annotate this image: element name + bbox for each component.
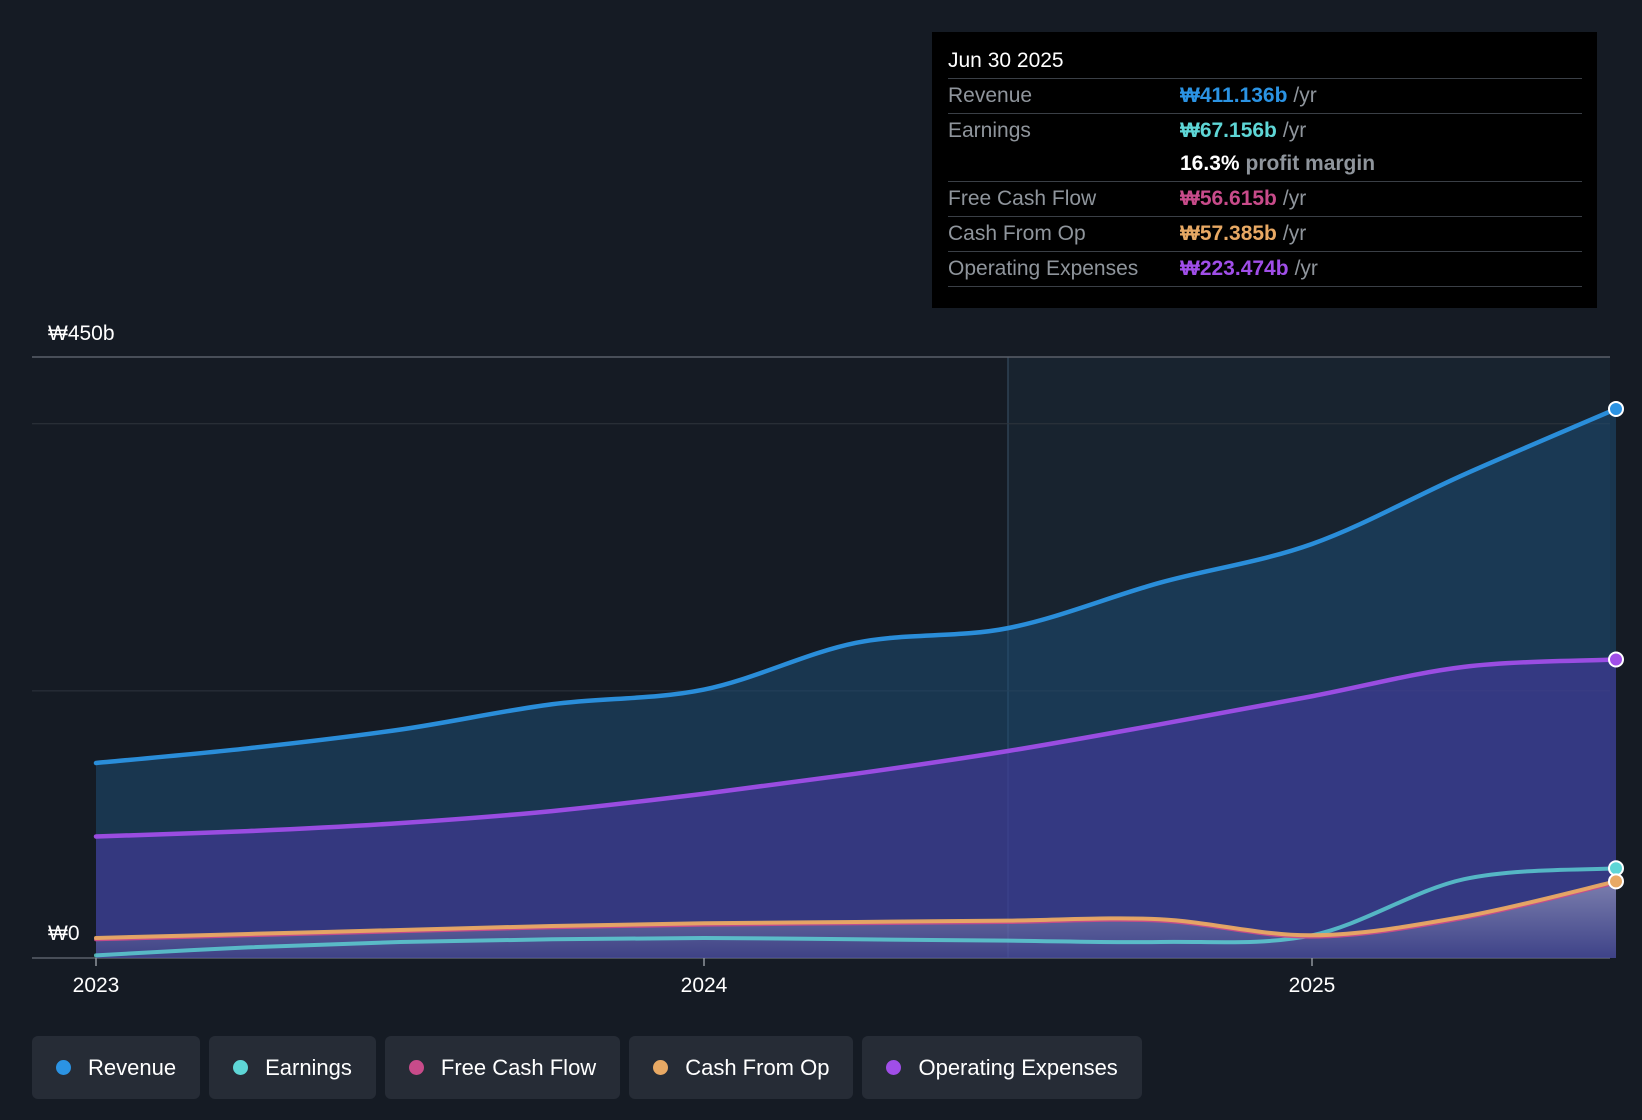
tooltip-row-earnings: Earnings ₩67.156b /yr 16.3% profit margin xyxy=(948,114,1582,182)
tooltip-unit: /yr xyxy=(1282,222,1307,245)
tooltip-unit: /yr xyxy=(1293,84,1317,107)
legend: Revenue Earnings Free Cash Flow Cash Fro… xyxy=(32,1036,1142,1099)
legend-item-operating-expenses[interactable]: Operating Expenses xyxy=(862,1036,1142,1099)
tooltip-label: Earnings xyxy=(948,119,1031,142)
tooltip-panel: Jun 30 2025 Revenue ₩411.136b /yr Earnin… xyxy=(932,32,1597,308)
legend-dot-icon xyxy=(886,1060,902,1075)
x-tick-label: 2024 xyxy=(681,974,728,997)
line-earnings xyxy=(94,866,1618,958)
tooltip-row-cash-from-op: Cash From Op ₩57.385b /yr xyxy=(948,217,1582,252)
profit-margin-label: profit margin xyxy=(1245,152,1376,175)
line-cash-from-op xyxy=(94,879,1618,940)
tooltip-date: Jun 30 2025 xyxy=(948,46,1582,79)
tooltip-value: ₩56.615b xyxy=(1180,187,1277,210)
x-tick-label: 2023 xyxy=(73,974,120,997)
line-operating-expenses xyxy=(93,657,1619,839)
profit-margin-value: 16.3% xyxy=(1180,152,1240,175)
legend-label: Earnings xyxy=(265,1054,352,1080)
x-axis-ticks: 2023 2024 2025 xyxy=(73,958,1336,997)
tooltip-row-free-cash-flow: Free Cash Flow ₩56.615b /yr xyxy=(948,182,1582,217)
series-end-markers xyxy=(1608,400,1624,890)
area-operating-expenses xyxy=(96,659,1616,958)
series-lines xyxy=(93,406,1619,958)
legend-item-earnings[interactable]: Earnings xyxy=(209,1036,376,1099)
tooltip-unit: /yr xyxy=(1282,187,1307,210)
marker-cash-from-op[interactable] xyxy=(1608,873,1624,890)
y-axis-top-label: ₩450b xyxy=(48,322,115,345)
legend-label: Operating Expenses xyxy=(918,1054,1118,1080)
tooltip-label: Free Cash Flow xyxy=(948,187,1097,210)
tooltip-unit: /yr xyxy=(1294,257,1318,280)
legend-dot-icon xyxy=(233,1060,249,1075)
legend-item-cash-from-op[interactable]: Cash From Op xyxy=(629,1036,854,1099)
legend-dot-icon xyxy=(56,1060,71,1075)
profit-margin: 16.3% profit margin xyxy=(1180,147,1580,181)
legend-item-revenue[interactable]: Revenue xyxy=(32,1036,201,1099)
tooltip-value: ₩223.474b xyxy=(1180,257,1289,280)
line-revenue xyxy=(93,406,1619,766)
tooltip-row-revenue: Revenue ₩411.136b /yr xyxy=(948,79,1582,114)
legend-dot-icon xyxy=(408,1060,424,1075)
tooltip-label: Cash From Op xyxy=(948,222,1086,245)
legend-label: Cash From Op xyxy=(685,1054,830,1080)
legend-label: Free Cash Flow xyxy=(440,1054,597,1080)
marker-earnings[interactable] xyxy=(1608,860,1624,877)
tooltip-row-operating-expenses: Operating Expenses ₩223.474b /yr xyxy=(948,252,1582,287)
tooltip-unit: /yr xyxy=(1282,119,1307,142)
legend-label: Revenue xyxy=(88,1054,177,1080)
legend-dot-icon xyxy=(653,1060,669,1075)
tooltip-label: Revenue xyxy=(948,84,1033,107)
y-axis-bottom-label: ₩0 xyxy=(48,922,80,945)
tooltip-value: ₩411.136b xyxy=(1180,84,1288,107)
marker-revenue[interactable] xyxy=(1608,400,1624,417)
tooltip-label: Operating Expenses xyxy=(948,257,1139,280)
tooltip-value: ₩67.156b xyxy=(1180,119,1277,142)
marker-operating-expenses[interactable] xyxy=(1608,651,1624,668)
x-tick-label: 2025 xyxy=(1289,974,1336,997)
legend-item-free-cash-flow[interactable]: Free Cash Flow xyxy=(384,1036,621,1099)
tooltip-value: ₩57.385b xyxy=(1180,222,1277,245)
